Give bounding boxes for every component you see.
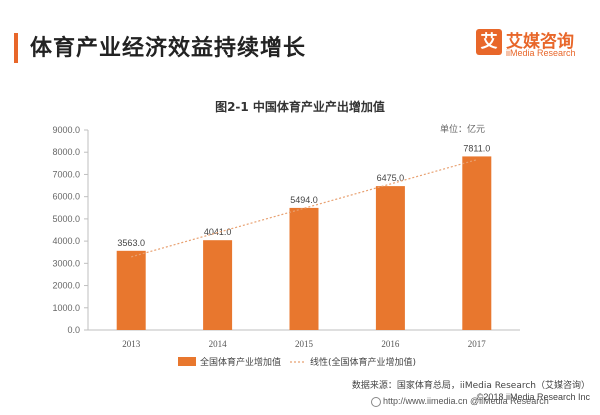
bar-data-label: 5494.0 bbox=[290, 195, 318, 205]
y-tick-label: 9000.0 bbox=[52, 125, 80, 135]
footer-url: http://www.iimedia.cn @iiMedia Research bbox=[383, 396, 549, 406]
x-tick-label: 2016 bbox=[381, 339, 400, 349]
bar bbox=[375, 186, 405, 330]
logo-chinese-name: 艾媒咨询 bbox=[506, 32, 574, 52]
y-tick-label: 6000.0 bbox=[52, 192, 80, 202]
y-tick-label: 0.0 bbox=[67, 325, 80, 335]
y-tick-label: 1000.0 bbox=[52, 303, 80, 313]
brand-logo: 艾 艾媒咨询 iiMedia Research bbox=[476, 25, 592, 65]
logo-english-name: iiMedia Research bbox=[506, 48, 576, 58]
header-accent-bar bbox=[14, 33, 18, 63]
bar bbox=[116, 250, 146, 330]
legend-trendline-label: 线性(全国体育产业增加值) bbox=[310, 356, 416, 368]
y-tick-label: 3000.0 bbox=[52, 258, 80, 268]
x-tick-label: 2014 bbox=[209, 339, 228, 349]
x-tick-label: 2013 bbox=[122, 339, 141, 349]
y-tick-label: 4000.0 bbox=[52, 236, 80, 246]
logo-mark-icon: 艾 bbox=[476, 29, 502, 55]
copyright-note: ©2018 iiMedia Research Inc bbox=[476, 392, 590, 402]
y-tick-label: 2000.0 bbox=[52, 281, 80, 291]
page-title: 体育产业经济效益持续增长 bbox=[30, 36, 307, 61]
bar bbox=[289, 207, 319, 330]
bar-data-label: 3563.0 bbox=[117, 238, 145, 248]
bar-data-label: 7811.0 bbox=[463, 143, 490, 153]
legend-label: 全国体育产业增加值 bbox=[200, 356, 281, 368]
globe-icon bbox=[371, 397, 381, 407]
chart-title: 图2-1 中国体育产业产出增加值 bbox=[215, 100, 385, 114]
x-tick-label: 2017 bbox=[468, 339, 487, 349]
x-tick-label: 2015 bbox=[295, 339, 314, 349]
legend-swatch bbox=[178, 357, 196, 366]
bar bbox=[462, 156, 492, 330]
y-tick-label: 8000.0 bbox=[52, 147, 80, 157]
footer: http://www.iimedia.cn @iiMedia Research bbox=[0, 393, 600, 415]
y-tick-label: 5000.0 bbox=[52, 214, 80, 224]
bar-data-label: 6475.0 bbox=[377, 173, 405, 183]
chart-unit-label: 单位：亿元 bbox=[440, 125, 486, 135]
bar bbox=[203, 240, 233, 330]
data-source-note: 数据来源：国家体育总局，iiMedia Research（艾媒咨询） bbox=[351, 381, 590, 391]
y-tick-label: 7000.0 bbox=[52, 169, 80, 179]
